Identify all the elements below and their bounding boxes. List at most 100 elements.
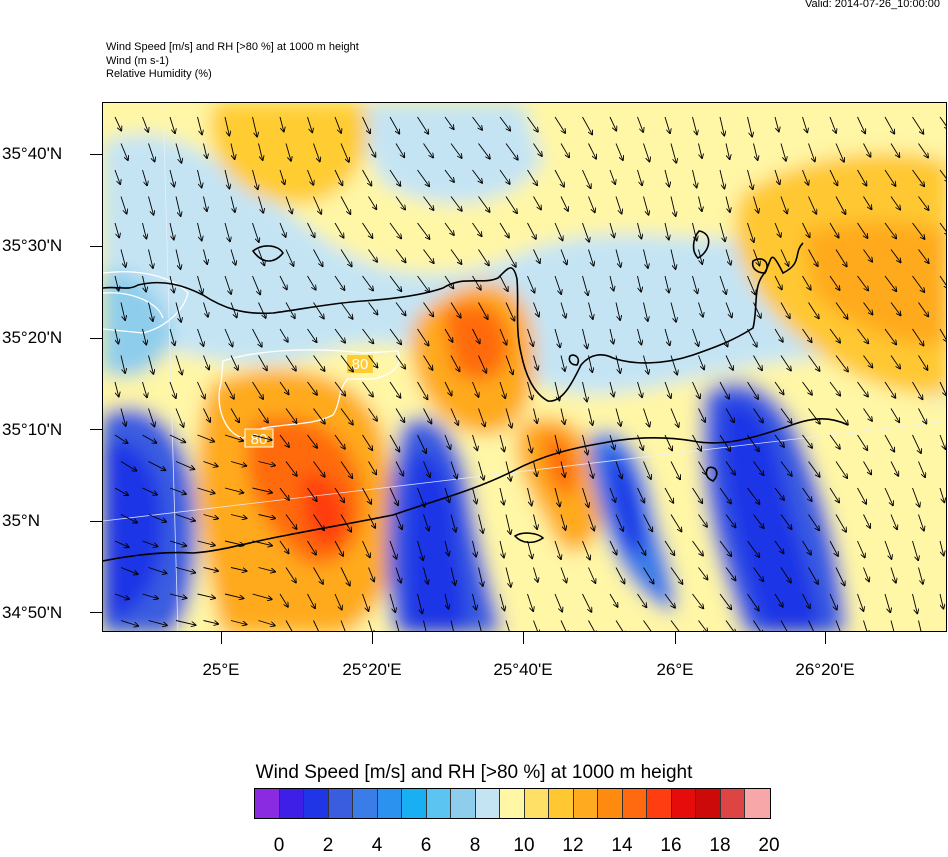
wind-arrow [279, 116, 284, 132]
wind-arrow [753, 408, 764, 423]
wind-arrow [533, 461, 537, 477]
lon-tick [221, 632, 222, 644]
wind-arrow [857, 275, 869, 291]
wind-arrow [499, 540, 504, 558]
wind-arrow [912, 593, 918, 613]
wind-arrow [252, 381, 264, 399]
wind-arrow [692, 593, 704, 608]
wind-arrow [533, 408, 538, 424]
wind-arrow [285, 408, 297, 424]
wind-arrow [175, 620, 196, 626]
wind-arrow [884, 381, 895, 398]
lat-tick [90, 246, 102, 247]
wind-arrow [890, 302, 901, 316]
wind-arrow [307, 381, 318, 395]
wind-arrow [252, 434, 272, 440]
wind-arrow [918, 408, 927, 424]
wind-arrow [120, 514, 137, 523]
wind-arrow [169, 116, 175, 133]
colorbar-swatch [402, 789, 427, 818]
wind-arrow [780, 408, 792, 424]
wind-arrow [279, 540, 289, 553]
wind-arrow [203, 620, 219, 624]
wind-arrow [340, 196, 350, 215]
wind-arrow [857, 169, 867, 186]
wind-arrow [230, 567, 247, 572]
wind-arrow [505, 143, 518, 160]
wind-arrow [884, 487, 893, 505]
wind-arrow [609, 487, 615, 502]
wind-arrow [780, 514, 792, 530]
wind-arrow [637, 222, 642, 239]
wind-arrow [890, 620, 895, 631]
wind-arrow [505, 567, 511, 587]
wind-arrow [423, 249, 434, 264]
colorbar-title: Wind Speed [m/s] and RH [>80 %] at 1000 … [255, 762, 693, 783]
wind-arrow [417, 540, 424, 560]
colorbar-swatch [573, 789, 598, 818]
wind-arrow [175, 249, 181, 270]
wind-arrow [863, 302, 873, 315]
wind-arrow [670, 249, 676, 270]
wind-arrow [389, 222, 401, 238]
wind-arrow [698, 620, 708, 631]
wind-arrow [499, 116, 510, 131]
wind-arrow [802, 381, 813, 395]
wind-arrow [505, 302, 514, 321]
wind-arrow [664, 169, 669, 187]
wind-arrow [588, 196, 595, 213]
map-panel[interactable]: 80 80 [102, 102, 947, 632]
wind-arrow [258, 408, 268, 423]
wind-arrow [643, 196, 649, 215]
wind-arrow [615, 196, 622, 214]
wind-arrow [664, 434, 672, 450]
wind-arrow [230, 461, 246, 466]
wind-arrow [252, 169, 258, 189]
wind-arrow [554, 540, 561, 559]
wind-arrow [313, 514, 325, 531]
wind-arrow [698, 196, 702, 212]
wind-arrow [664, 116, 670, 133]
wind-arrow [472, 487, 477, 504]
wind-arrow [527, 434, 532, 453]
wind-arrow [224, 487, 243, 493]
wind-arrow [169, 540, 186, 546]
wind-arrow [444, 381, 452, 396]
wind-arrow [890, 461, 898, 476]
wind-arrow [615, 408, 621, 426]
wind-arrow [533, 620, 539, 631]
wind-arrow [698, 408, 706, 422]
wind-arrow [258, 143, 263, 161]
wind-arrow [423, 461, 431, 478]
wind-arrow [362, 540, 370, 557]
colorbar-swatch [549, 789, 574, 818]
colorbar-tick-label: 6 [420, 835, 432, 856]
lat-label: 35°10'N [2, 420, 63, 439]
wind-arrow [197, 169, 202, 188]
wind-arrow [643, 302, 648, 322]
wind-arrow [175, 143, 181, 163]
wind-arrow [203, 567, 219, 572]
wind-arrow [560, 143, 569, 158]
wind-arrow [423, 408, 432, 424]
wind-arrow [719, 487, 731, 504]
wind-arrow [698, 461, 707, 475]
wind-arrow [582, 540, 590, 560]
contour-label-1: 80 [352, 356, 369, 373]
wind-arrow [334, 487, 344, 502]
wind-arrow [692, 434, 702, 451]
wind-arrow [753, 249, 760, 266]
colorbar-tick-label: 2 [322, 835, 334, 856]
wind-arrow [203, 143, 208, 159]
wind-arrow [307, 434, 318, 448]
wind-arrow [884, 434, 894, 452]
wind-arrow [670, 408, 679, 428]
wind-arrow [120, 302, 125, 321]
wind-arrow [802, 116, 808, 132]
wind-arrow [334, 116, 341, 133]
wind-arrow [808, 461, 820, 477]
wind-arrow [285, 196, 292, 214]
header-wind-label: Wind (m s-1) [106, 54, 169, 67]
wind-arrow [554, 116, 565, 133]
wind-arrow [588, 143, 597, 159]
